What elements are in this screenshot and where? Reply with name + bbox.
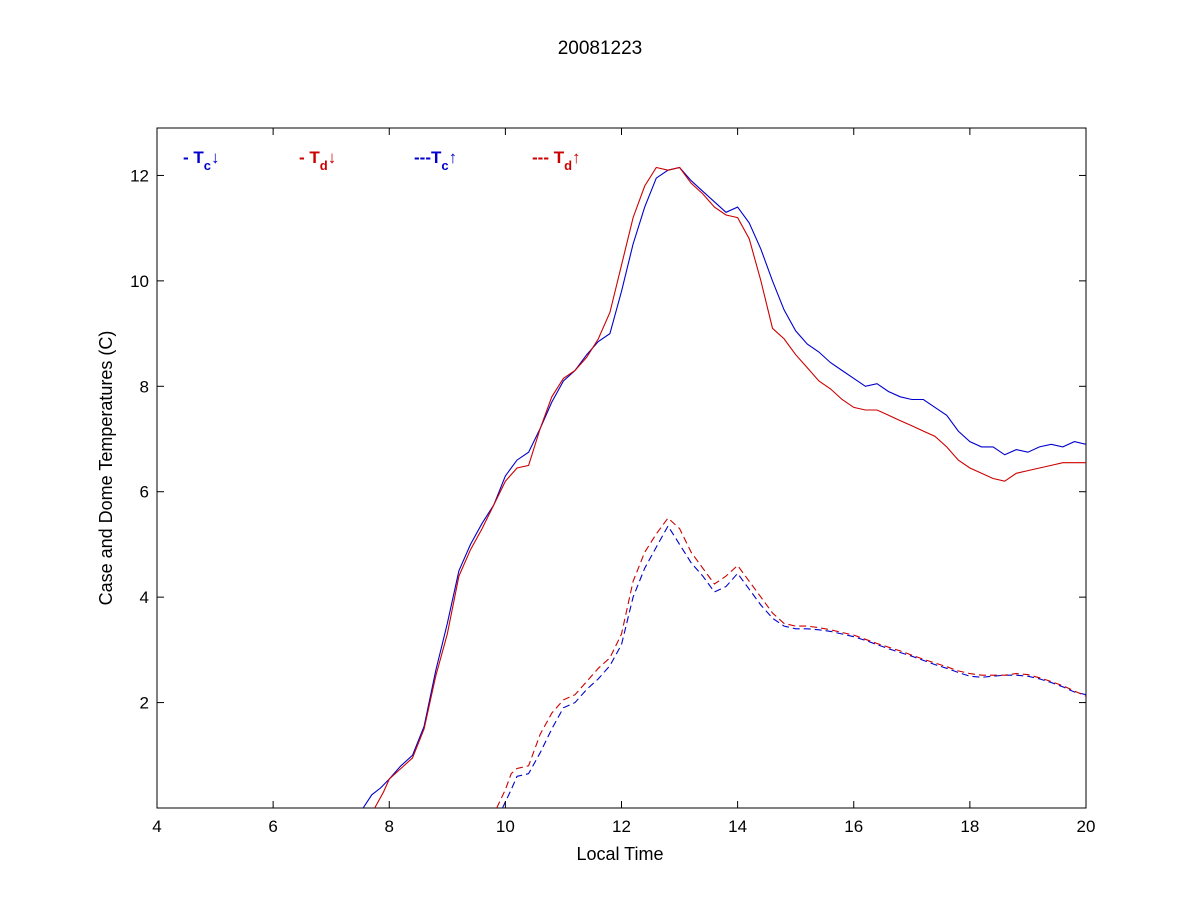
y-tick-label: 12 (130, 166, 149, 185)
x-tick-label: 14 (728, 817, 747, 836)
chart-title: 20081223 (558, 38, 643, 59)
x-tick-label: 4 (152, 817, 161, 836)
x-tick-label: 8 (385, 817, 394, 836)
x-tick-label: 6 (268, 817, 277, 836)
series-line-3 (502, 524, 1086, 808)
series-line-1 (362, 166, 1086, 808)
legend-entry-4: --- Td↑ (532, 148, 581, 173)
series-line-2 (374, 166, 1086, 808)
x-tick-label: 20 (1077, 817, 1096, 836)
plot-area (156, 127, 1087, 809)
legend: - Tc↓ - Td↓ ---Tc↑ --- Td↑ (183, 148, 581, 173)
legend-entry-3: ---Tc↑ (414, 148, 457, 173)
legend-entry-2: - Td↓ (299, 148, 336, 173)
series-line-4 (496, 517, 1086, 808)
y-tick-label: 8 (140, 377, 149, 396)
y-tick-label: 4 (140, 588, 149, 607)
x-axis-label: Local Time (576, 844, 663, 864)
legend-entry-1: - Tc↓ (183, 148, 220, 173)
data-layer (362, 166, 1086, 808)
axes-layer: 4 6 8 10 12 14 16 18 20 2 4 6 8 10 12 (130, 128, 1095, 836)
x-tick-label: 18 (960, 817, 979, 836)
x-tick-label: 10 (496, 817, 515, 836)
y-tick-label: 6 (140, 483, 149, 502)
y-tick-label: 10 (130, 272, 149, 291)
y-axis-label: Case and Dome Temperatures (C) (96, 331, 116, 606)
x-tick-label: 16 (844, 817, 863, 836)
y-tick-label: 2 (140, 694, 149, 713)
x-tick-label: 12 (612, 817, 631, 836)
